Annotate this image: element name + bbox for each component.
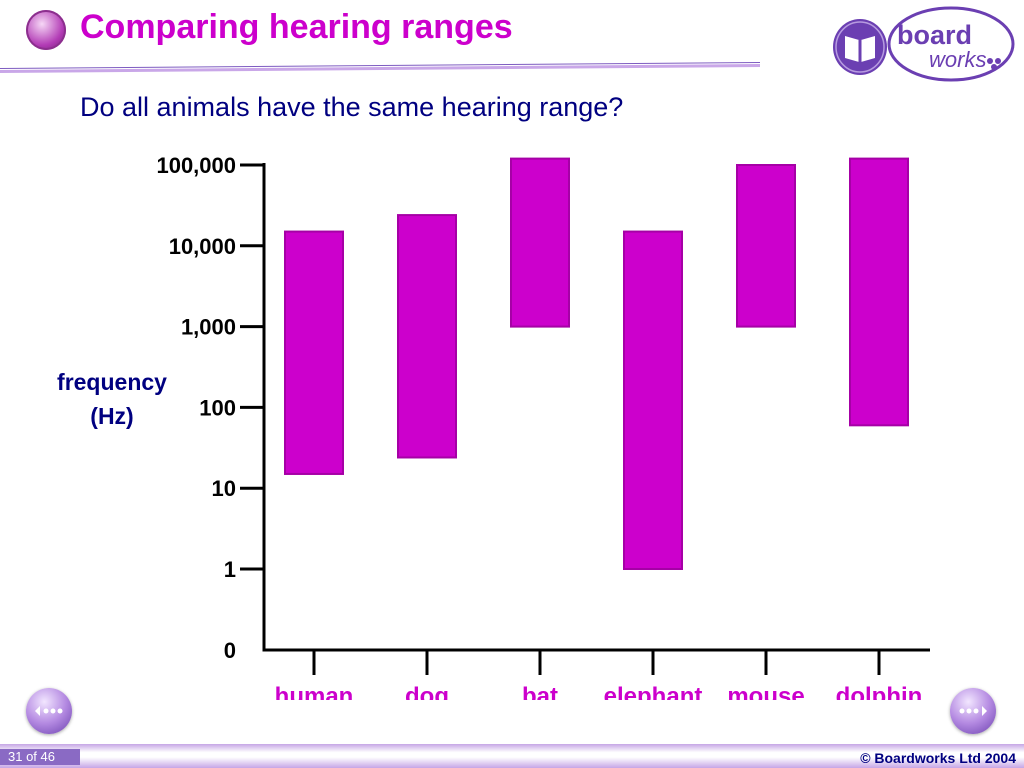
boardworks-mascot-icon: [26, 10, 66, 50]
slide-counter: 31 of 46: [0, 749, 80, 765]
logo-word-works: works: [929, 47, 986, 72]
previous-slide-button[interactable]: [26, 688, 72, 734]
next-slide-icon: [959, 706, 987, 716]
category-label-dolphin: dolphin: [836, 683, 923, 700]
slide-title: Comparing hearing ranges: [80, 8, 513, 46]
y-tick-label: 100,000: [156, 153, 236, 178]
category-label-bat: bat: [522, 683, 558, 700]
y-tick-label: 100: [199, 395, 236, 420]
slide-question: Do all animals have the same hearing ran…: [80, 92, 624, 122]
previous-slide-icon: [35, 706, 63, 716]
category-label-elephant: elephant: [604, 683, 703, 700]
range-bar-bat: [510, 157, 570, 328]
copyright-notice: © Boardworks Ltd 2004: [860, 750, 1016, 766]
range-bar-dolphin: [849, 157, 909, 427]
footer-bar: [0, 744, 1024, 768]
category-label-dog: dog: [405, 683, 449, 700]
next-slide-button[interactable]: [950, 688, 996, 734]
boardworks-logo: board works: [833, 6, 1015, 82]
range-bar-human: [284, 230, 344, 475]
y-tick-label: 10,000: [169, 234, 236, 259]
y-axis-title: frequency: [57, 369, 167, 395]
y-tick-label: 10: [212, 476, 236, 501]
y-axis-title: (Hz): [90, 403, 133, 429]
y-tick-label: 1,000: [181, 315, 236, 340]
y-tick-label: 0: [224, 638, 236, 663]
hearing-range-chart: 0 1 10 100 1,000 10,000 100,000 frequency (Hz) hu…: [57, 153, 930, 700]
logo-word-board: board: [897, 20, 972, 50]
range-bar-elephant: [623, 230, 683, 570]
title-divider: [0, 62, 760, 73]
range-bar-mouse: [736, 164, 796, 328]
range-bar-dog: [397, 214, 457, 459]
category-label-mouse: mouse: [727, 683, 804, 700]
y-tick-label: 1: [224, 557, 236, 582]
category-label-human: human: [275, 683, 354, 700]
